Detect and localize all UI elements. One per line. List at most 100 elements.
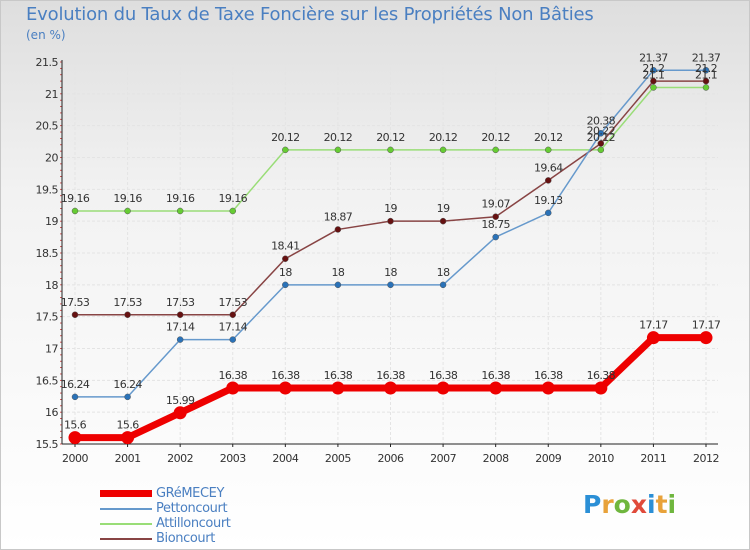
data-point <box>331 381 345 395</box>
data-point <box>702 84 710 91</box>
x-tick-label: 2004 <box>272 452 298 465</box>
data-label: 20.12 <box>481 131 510 144</box>
logo-letter: P <box>583 490 602 519</box>
y-tick-label: 16 <box>45 406 58 419</box>
y-tick-label: 21.5 <box>36 56 59 69</box>
data-label: 21.37 <box>639 51 668 64</box>
data-label: 15.6 <box>117 419 140 432</box>
data-point <box>387 281 394 289</box>
y-tick-label: 21 <box>45 88 58 101</box>
x-tick-label: 2009 <box>535 452 561 465</box>
data-label: 20.12 <box>587 131 616 144</box>
legend-item-attilloncourt[interactable]: Attilloncourt <box>100 516 231 531</box>
data-point <box>489 381 503 395</box>
chart-title: Evolution du Taux de Taxe Foncière sur l… <box>26 4 594 25</box>
data-point <box>278 381 292 395</box>
data-point <box>229 207 236 215</box>
legend-label-pettoncourt: Pettoncourt <box>156 501 228 516</box>
data-label: 19 <box>384 202 397 215</box>
data-point <box>176 207 184 215</box>
data-point <box>124 311 131 319</box>
data-label: 19.16 <box>219 192 248 205</box>
logo-letter: x <box>630 490 647 519</box>
data-label: 20.12 <box>271 131 300 144</box>
data-label: 18.41 <box>271 240 300 253</box>
data-point <box>282 255 289 262</box>
data-point <box>650 77 657 85</box>
data-label: 20.12 <box>429 131 458 144</box>
data-point <box>439 281 447 289</box>
x-tick-label: 2007 <box>430 452 456 465</box>
y-tick-label: 17.5 <box>36 311 59 324</box>
data-label: 17.14 <box>219 321 248 334</box>
y-tick-label: 18.5 <box>36 247 59 260</box>
data-label: 17.17 <box>692 319 721 332</box>
x-tick-label: 2011 <box>640 452 666 465</box>
y-tick-label: 17 <box>45 343 58 356</box>
legend-item-bioncourt[interactable]: Bioncourt <box>100 531 230 546</box>
x-tick-label: 2002 <box>167 452 193 465</box>
data-point <box>650 84 657 91</box>
data-label-layer: 19.16 19.16 19.16 19.16 20.12 20.12 20.12 20.12… <box>61 51 722 432</box>
data-label: 18 <box>384 266 397 279</box>
data-label: 15.6 <box>64 419 87 432</box>
y-tick-label: 16.5 <box>36 374 59 387</box>
data-point <box>121 431 135 445</box>
data-point <box>124 393 131 401</box>
y-tick-label: 15.5 <box>36 438 59 451</box>
data-label: 21.2 <box>642 62 664 75</box>
logo-letter: i <box>647 490 656 519</box>
data-point <box>597 146 605 154</box>
data-label: 20.12 <box>376 131 405 144</box>
data-point <box>282 281 289 289</box>
unit-label: (en %) <box>26 28 66 42</box>
logo-letter: t <box>655 490 668 519</box>
data-label: 20.38 <box>587 114 616 127</box>
data-point <box>541 381 555 395</box>
logo-letter: r <box>601 490 614 519</box>
data-label: 20.22 <box>587 124 616 137</box>
data-label: 19.07 <box>481 198 510 211</box>
data-label: 17.53 <box>219 296 248 309</box>
data-point <box>71 207 79 215</box>
legend-label-attilloncourt: Attilloncourt <box>156 516 231 531</box>
y-tick-label: 20 <box>45 152 58 165</box>
data-label: 18 <box>279 266 292 279</box>
data-point <box>334 226 342 233</box>
logo-letter: i <box>667 490 677 519</box>
data-point <box>176 311 184 319</box>
data-point <box>68 431 82 445</box>
data-point <box>282 146 289 154</box>
data-label: 16.38 <box>587 369 616 382</box>
data-point <box>124 207 131 215</box>
legend-swatch-gremecey <box>100 490 152 497</box>
data-label: 21.1 <box>695 68 717 81</box>
data-label: 16.38 <box>481 369 510 382</box>
data-label: 17.53 <box>61 296 90 309</box>
data-point <box>492 213 499 220</box>
data-label: 20.12 <box>534 131 563 144</box>
legend-item-pettoncourt[interactable]: Pettoncourt <box>100 501 230 516</box>
y-tick-label: 18 <box>45 279 58 292</box>
data-label: 21.2 <box>695 62 717 75</box>
legend-item-gremecey[interactable]: GRéMECEY <box>100 486 230 501</box>
data-label: 18.75 <box>481 218 510 231</box>
axis-layer: 15.5 16 16.5 17 17.5 18 18.5 19 19.5 20 20.5 21 21.5… <box>36 56 720 465</box>
data-label: 19.16 <box>166 192 195 205</box>
data-point <box>646 331 660 345</box>
data-point <box>387 217 394 225</box>
data-label: 17.53 <box>166 296 195 309</box>
x-tick-label: 2012 <box>693 452 719 465</box>
data-label: 16.38 <box>219 369 248 382</box>
data-point <box>492 233 499 241</box>
data-point <box>71 393 79 401</box>
data-point <box>226 381 240 395</box>
data-point <box>492 146 499 154</box>
data-label: 16.38 <box>324 369 353 382</box>
data-point <box>702 77 710 85</box>
legend-label-bioncourt: Bioncourt <box>156 531 215 546</box>
data-point <box>439 217 447 225</box>
x-tick-label: 2010 <box>588 452 614 465</box>
